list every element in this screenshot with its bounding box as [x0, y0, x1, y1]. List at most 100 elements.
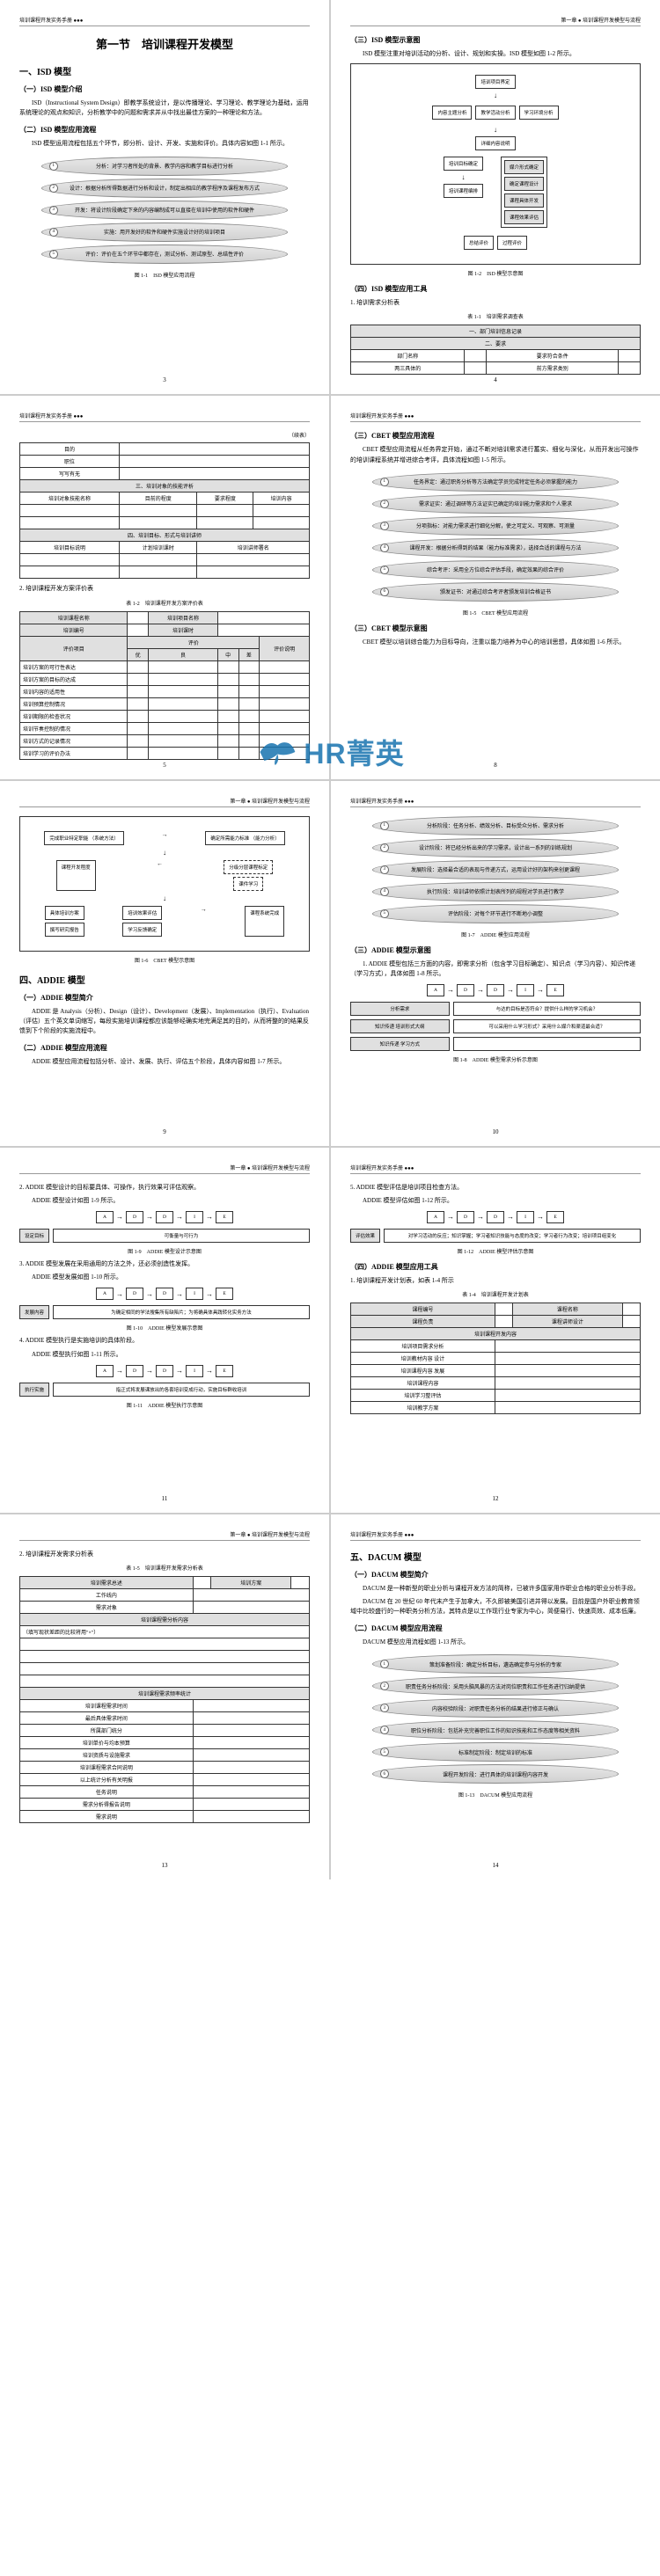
fc-box: 评估效果 [350, 1229, 380, 1243]
h3: （一）DACUM 模型简介 [350, 1570, 641, 1580]
table-1-4: 课程编号课程名称 课程负责课程讲师设计 培训课程开发内容 培训项目需求分析 培训… [350, 1303, 641, 1414]
fc-box: 知识传递 培训形式大纲 [350, 1019, 450, 1033]
page-num: 14 [493, 1862, 499, 1869]
td: 培训课程需求时间 [20, 1699, 194, 1711]
page-grid: 培训课程开发实务手册 ●●● 第一节 培训课程开发模型 一、ISD 模型 （一）… [0, 0, 660, 1879]
header: 第一章 ● 培训课程开发模型与流程 [19, 1530, 310, 1541]
addie-flow: A→ D→ D→ I→ E [350, 1211, 641, 1223]
fc-box: 与达的目标是否符合？提供什么样的学习机会？ [453, 1002, 641, 1016]
fc-box: 培训目标确定 [444, 157, 483, 171]
page-6: 培训课程开发实务手册 ●●● 1分析阶段：任务分析、绩效分析、目标受众分析、需求… [331, 781, 660, 1146]
td: 培训资质与设施需求 [20, 1748, 194, 1761]
th: 评价项目 [20, 636, 128, 660]
caption: 图 1-2 ISD 模型示意图 [350, 269, 641, 277]
th: 二、要求 [351, 338, 641, 350]
oval-text: 评估阶段：对每个环节进行不断地小调整 [448, 909, 543, 917]
header: 培训课程开发实务手册 ●●● [19, 412, 310, 422]
oval-text: 综合考评：采用全方位综合评估手段，确定效果的综合评价 [427, 566, 564, 573]
oval-list: 1分析阶段：任务分析、绩效分析、目标受众分析、需求分析 2设计阶段：将已经分析出… [372, 816, 620, 923]
fc-box: D [126, 1365, 143, 1377]
oval-text: 执行阶段：培训讲师依照计划表所列的规程对学员进行教学 [427, 887, 564, 895]
fc-box: 分析需求 [350, 1002, 450, 1016]
caption: 图 1-6 CBET 模型示意图 [19, 956, 310, 964]
text: 3. ADDIE 模型发展在采用通用的方法之外，还必须创造性发挥。 [19, 1259, 310, 1269]
th: 课程负责 [351, 1316, 495, 1328]
th: 一、部门培训信息记录 [351, 325, 641, 338]
text: CBET 模型以培训综合能力为目标导向，注重以能力培养为中心的培训思想，具体如图… [350, 638, 641, 647]
fc-box: 确定所需能力标准 （能力分析） [205, 831, 284, 845]
text: ISD 模型运用流程包括五个环节，即分析、设计、开发、实施和评价。具体内容如图 … [19, 139, 310, 149]
td: 培训讲师署名 [197, 542, 310, 554]
page-num: 11 [162, 1495, 168, 1502]
fc-box: I [186, 1288, 203, 1300]
td: 目前的程度 [120, 493, 197, 505]
td: 培训项目需求分析 [351, 1340, 495, 1353]
caption: 表 1-1 培训需求调查表 [350, 312, 641, 320]
fc-box: D [457, 1211, 474, 1223]
addie-flow: A→ D→ D→ I→ E [19, 1288, 310, 1300]
fc-box: E [546, 1211, 564, 1223]
td: 工作线内 [20, 1588, 194, 1601]
page-10: 培训课程开发实务手册 ●●● 五、DACUM 模型 （一）DACUM 模型简介 … [331, 1514, 660, 1879]
eagle-icon [255, 734, 299, 770]
th: 四、培训目标、形式与培训讲师 [20, 529, 310, 542]
page-7: 第一章 ● 培训课程开发模型与流程 2. ADDIE 模型设计的目标要具体、可操… [0, 1148, 329, 1513]
th: 培训课程需分析内容 [20, 1613, 310, 1625]
fc-box: D [126, 1288, 143, 1300]
oval-text: 设计：根据分析所得数据进行分析和设计，制定出相应的教学程序及课程发布方式 [70, 184, 260, 192]
h2-isd: 一、ISD 模型 [19, 64, 310, 77]
oval-text: 设计阶段：将已经分析出来的学习需求，设计出一系列的训练规划 [419, 843, 572, 851]
isd-flowchart: 培训项目界定 ↓ 内容主题分析 教学活动分析 学习环境分析 ↓ 详细内容说明 培… [350, 63, 641, 265]
table-1-1: 一、部门培训信息记录 二、要求 部门名称要求符合条件 两三具体的前方需求类别 [350, 325, 641, 375]
th: 课程编号 [351, 1303, 495, 1316]
fc-box: A [96, 1365, 114, 1377]
td: 培训学习的评价办法 [20, 747, 128, 759]
h2: 五、DACUM 模型 [350, 1550, 641, 1563]
text: DACUM 模型应用流程如图 1-13 所示。 [350, 1638, 641, 1647]
caption: 图 1-8 ADDIE 模型需求分析示意图 [350, 1055, 641, 1063]
fc-box: 分级分层课程标定 [224, 860, 273, 874]
td: 培训方案的可行性表达 [20, 660, 128, 673]
th: 课程名称 [513, 1303, 623, 1316]
fc-box: 对学习活动的反应；知识掌握；学习者知识技能与态度的改变；学习者行为改变；培训项目… [384, 1229, 641, 1243]
td: 需求对象 [20, 1601, 194, 1613]
th: 差 [238, 648, 260, 660]
fc-box: 课件学习 [233, 877, 263, 891]
fc-box: 具体培训方案 [45, 906, 84, 920]
text: ADDIE 模型应用流程包括分析、设计、发展、执行、评估五个阶段，具体内容如图 … [19, 1057, 310, 1067]
caption: 图 1-9 ADDIE 模型设计示意图 [19, 1247, 310, 1255]
oval-list: 1策划准备阶段：确定分析目标，遴选确定参与分析的专家 2职责任务分析阶段：采用头… [372, 1654, 620, 1784]
fc-box: D [156, 1288, 173, 1300]
fc-box: 课程系统完成 [245, 906, 284, 937]
fc-box: I [186, 1365, 203, 1377]
oval-list: 1任务界定：通过职务分析等方法确定学员完成特定任务必须掌握的能力 2需求证实：通… [372, 472, 620, 602]
td: 培训单价与均本预算 [20, 1736, 194, 1748]
td: 培训预算控制情况 [20, 697, 128, 710]
table-cont: 目的 职位 写写有无 三、培训对象的技能评析 培训对象技能名称目前的程度要求程度… [19, 442, 310, 579]
oval-text: 需求证实：通过调研等方法证实已确定的培训能力需求和个人需求 [419, 500, 572, 507]
header: 培训课程开发实务手册 ●●● [350, 1530, 641, 1541]
td: 培训教材内容 设计 [351, 1353, 495, 1365]
h3-flow: （二）ISD 模型应用流程 [19, 125, 310, 135]
oval-text: 标准制定阶段：制定培训的标准 [458, 1748, 532, 1756]
oval-text: 发展阶段：选择最合适的表现与传递方式，运用设计好的架构来创更课程 [411, 865, 580, 873]
watermark: HR菁英 [255, 732, 404, 772]
caption: 表 1-2 培训课程开发方案评价表 [19, 599, 310, 607]
page-num: 9 [163, 1128, 166, 1135]
text: 1. 培训课程开发计划表，如表 1-4 所示 [350, 1276, 641, 1286]
td: 培训内容 [253, 493, 310, 505]
h3: （四）ISD 模型应用工具 [350, 284, 641, 294]
td: （填写现状差距的比较将用"×"） [20, 1625, 310, 1638]
h3: （三）ADDIE 模型示意图 [350, 945, 641, 955]
td: 计划培训课时 [120, 542, 197, 554]
th: 培训课程名称 [20, 611, 128, 624]
th: 中 [217, 648, 238, 660]
text: ISD（Instructional System Design）即教学系统设计，… [19, 99, 310, 118]
text: 2. 培训课程开发方案评价表 [19, 584, 310, 594]
fc-box: 内容主题分析 [432, 106, 472, 120]
fc-box: D [156, 1211, 173, 1223]
fc-box: E [216, 1288, 233, 1300]
oval-text: 职位分析阶段：包括补充完善职位工作的知识技能和工作态度等相关资料 [411, 1726, 580, 1734]
fc-box: 学习环境分析 [519, 106, 559, 120]
page-num: 13 [162, 1862, 168, 1869]
